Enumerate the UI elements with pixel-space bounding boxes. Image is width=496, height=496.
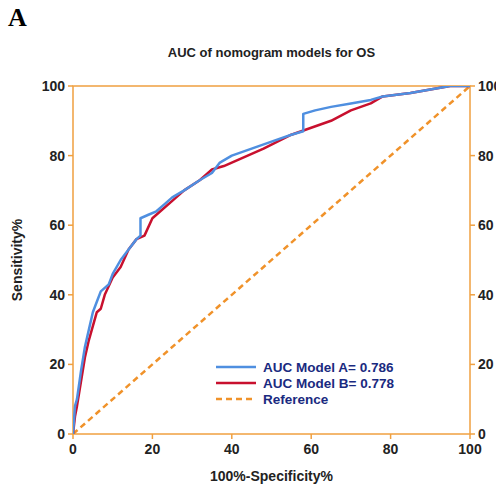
x-tick (231, 434, 233, 439)
y-tick (68, 155, 73, 157)
x-axis-label: 100%-Specificity% (210, 468, 333, 484)
x-tick (310, 434, 312, 439)
plot-frame (73, 86, 470, 434)
plot-area (73, 86, 470, 434)
x-tick-label: 80 (383, 441, 399, 457)
x-tick-label: 0 (69, 441, 77, 457)
y-tick-right (470, 85, 475, 87)
title: AUC of nomogram models for OS (168, 45, 376, 60)
y-tick-right (470, 224, 475, 226)
y-tick-label-right: 80 (478, 148, 494, 164)
y-tick (68, 364, 73, 366)
chart: AAUC of nomogram models for OS0020204040… (0, 0, 496, 496)
y-tick-label: 80 (49, 148, 65, 164)
y-tick-label: 60 (49, 217, 65, 233)
legend-swatch (216, 398, 256, 401)
x-tick (152, 434, 154, 439)
y-tick-label-right: 0 (478, 426, 486, 442)
y-tick (68, 85, 73, 87)
y-tick-right (470, 155, 475, 157)
series-line (73, 86, 470, 434)
y-tick-right (470, 294, 475, 296)
series-line (73, 86, 470, 434)
panel-label: A (8, 3, 27, 32)
y-tick-label: 20 (49, 356, 65, 372)
legend-label: Reference (263, 392, 329, 407)
y-tick-label-right: 40 (478, 287, 494, 303)
y-tick-label: 100 (42, 78, 66, 94)
x-tick (469, 434, 471, 439)
x-tick-label: 20 (145, 441, 161, 457)
legend-swatch (216, 366, 256, 369)
y-tick-right (470, 364, 475, 366)
legend-swatch (216, 382, 256, 385)
y-tick-label-right: 20 (478, 356, 494, 372)
y-tick (68, 294, 73, 296)
x-tick (390, 434, 392, 439)
y-axis-label: Sensitivity% (9, 218, 25, 301)
y-tick-label: 0 (57, 426, 65, 442)
y-tick-label-right: 100 (478, 78, 496, 94)
series-line (73, 86, 470, 434)
x-tick-label: 100 (458, 441, 482, 457)
y-tick (68, 224, 73, 226)
y-tick-label-right: 60 (478, 217, 494, 233)
x-tick-label: 40 (224, 441, 240, 457)
legend-label: AUC Model B= 0.778 (263, 376, 394, 391)
y-tick-label: 40 (49, 287, 65, 303)
x-tick (72, 434, 74, 439)
x-tick-label: 60 (303, 441, 319, 457)
legend-label: AUC Model A= 0.786 (263, 360, 394, 375)
